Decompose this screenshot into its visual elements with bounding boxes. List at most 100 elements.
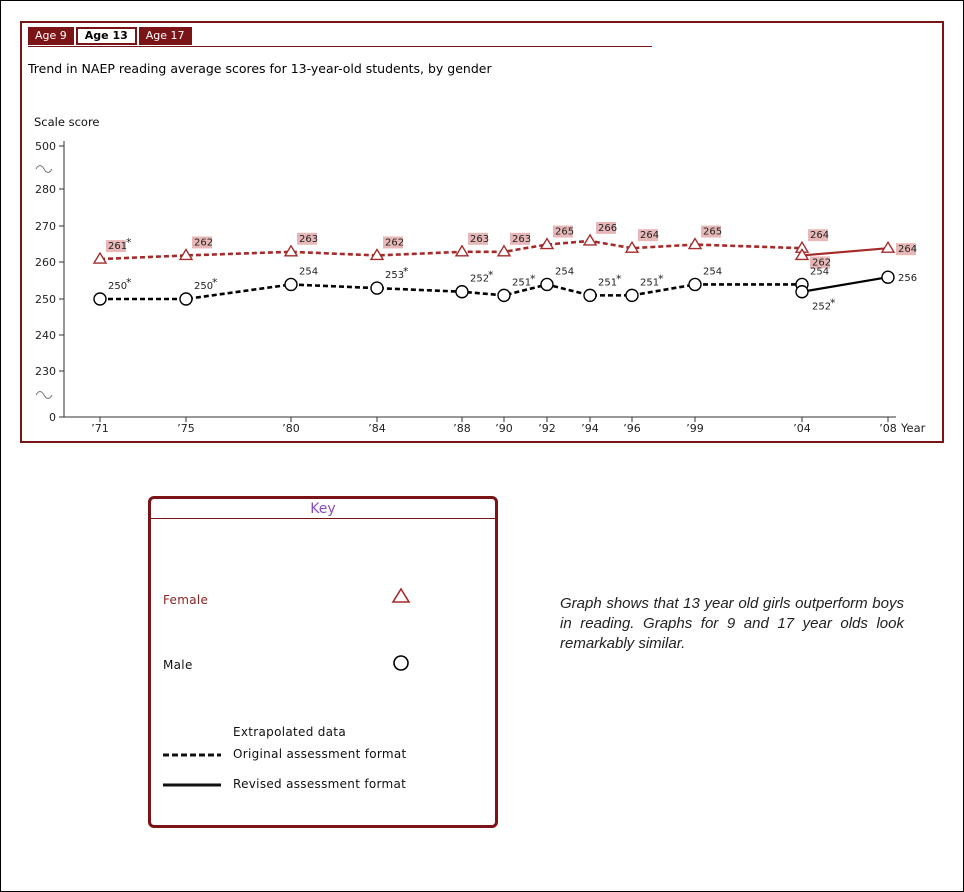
circle-icon: [393, 655, 409, 671]
data-label-bg: [383, 236, 403, 249]
axis-break-icon: [35, 165, 53, 173]
female-point: [496, 244, 512, 257]
female-point: [687, 237, 703, 250]
caption-note: Graph shows that 13 year old girls outpe…: [560, 595, 904, 652]
data-label-bg: [106, 240, 126, 253]
key-revised-label: Revised assessment format: [233, 777, 407, 791]
male-point: [625, 288, 639, 303]
significance-mark: *: [830, 297, 836, 310]
data-label: 265: [703, 227, 722, 238]
data-label: 266: [598, 223, 617, 234]
significance-mark: *: [616, 272, 622, 285]
male-point: [688, 277, 702, 292]
significance-mark: *: [488, 269, 494, 282]
dashed-line-icon: [163, 753, 221, 757]
data-label-bg: [192, 236, 212, 249]
female-point: [582, 233, 598, 246]
data-label-bg: [297, 232, 317, 245]
data-label: 262: [812, 257, 831, 268]
significance-mark: *: [530, 272, 536, 285]
y-tick-label: 230: [35, 365, 56, 378]
data-label: 254: [703, 266, 722, 277]
x-tick-label: ’94: [581, 422, 599, 435]
line-chart: Scale score 500 280 270 260 250 240 230 0 ’71 ’75 ’…: [34, 115, 926, 435]
data-label-bg: [701, 225, 721, 238]
x-tick-label: ’90: [495, 422, 513, 435]
data-label: 251: [640, 277, 659, 288]
male-point: [795, 285, 809, 299]
data-label: 254: [299, 266, 318, 277]
male-point: [455, 285, 469, 299]
data-label: 263: [512, 234, 531, 245]
female-point: [283, 244, 299, 257]
triangle-icon: [391, 587, 411, 603]
x-tick-label: ’08: [879, 422, 897, 435]
female-point: [178, 248, 194, 261]
y-tick-label: 270: [35, 220, 56, 233]
y-tick-label: 0: [49, 411, 56, 424]
key-title: Key: [310, 501, 336, 517]
female-point: [454, 244, 470, 257]
data-label: 262: [194, 237, 213, 248]
tab-age-13[interactable]: Age 13: [75, 27, 137, 45]
solid-line-icon: [163, 783, 221, 787]
data-label-bg: [810, 256, 830, 269]
key-original-label: Original assessment format: [233, 747, 407, 761]
data-label: 252: [812, 302, 831, 313]
data-label-bg: [510, 232, 530, 245]
data-label: 262: [385, 237, 404, 248]
y-tick-label: 240: [35, 329, 56, 342]
x-tick-label: ’99: [686, 422, 704, 435]
significance-mark: *: [212, 276, 218, 289]
key-female-label: Female: [163, 593, 209, 607]
male-point: [370, 281, 384, 295]
x-axis-label: Year: [900, 421, 926, 435]
male-point: [540, 277, 554, 292]
male-point: [497, 288, 511, 303]
male-point: [93, 292, 107, 306]
key-male-label: Male: [163, 658, 193, 672]
male-point: [583, 288, 597, 303]
axis-break-icon: [35, 391, 53, 399]
chart-panel: Age 9 Age 13 Age 17 Trend in NAEP readin…: [20, 21, 944, 443]
female-point: [539, 237, 555, 250]
legend-key: Key Female Male Extrapolated data Origin…: [148, 496, 498, 828]
data-label-bg: [808, 229, 828, 242]
data-label: 261: [108, 241, 127, 252]
y-tick-label: 250: [35, 293, 56, 306]
female-point: [794, 248, 810, 261]
data-label: 253: [385, 270, 404, 281]
data-label: 256: [898, 273, 917, 284]
x-tick-label: ’96: [623, 422, 641, 435]
chart-title: Trend in NAEP reading average scores for…: [28, 61, 492, 76]
x-tick-label: ’84: [368, 422, 386, 435]
x-tick-label: ’71: [91, 422, 109, 435]
x-tick-label: ’04: [793, 422, 811, 435]
data-label: 263: [299, 234, 318, 245]
male-point: [881, 270, 895, 284]
data-label: 264: [640, 230, 659, 241]
series-line-revised-female: [801, 247, 889, 257]
y-tick-label: 500: [35, 140, 56, 153]
y-tick-label: 260: [35, 256, 56, 269]
x-tick-label: ’92: [538, 422, 556, 435]
data-label-bg: [596, 221, 616, 234]
data-label: 265: [555, 227, 574, 238]
data-label: 254: [810, 266, 829, 277]
tab-age-17[interactable]: Age 17: [138, 27, 192, 45]
data-label: 250: [194, 281, 213, 292]
key-title-divider: [151, 518, 495, 519]
significance-mark: *: [126, 236, 132, 249]
data-label: 264: [898, 244, 917, 255]
data-label-bg: [468, 232, 488, 245]
data-label: 254: [555, 266, 574, 277]
male-point: [179, 292, 193, 306]
significance-mark: *: [403, 265, 409, 278]
tab-age-9[interactable]: Age 9: [28, 27, 74, 45]
female-point: [92, 251, 108, 264]
female-point: [624, 240, 640, 253]
x-tick-label: ’88: [453, 422, 471, 435]
data-label-bg: [896, 243, 916, 256]
data-label: 252: [470, 274, 489, 285]
data-label: 264: [810, 230, 829, 241]
